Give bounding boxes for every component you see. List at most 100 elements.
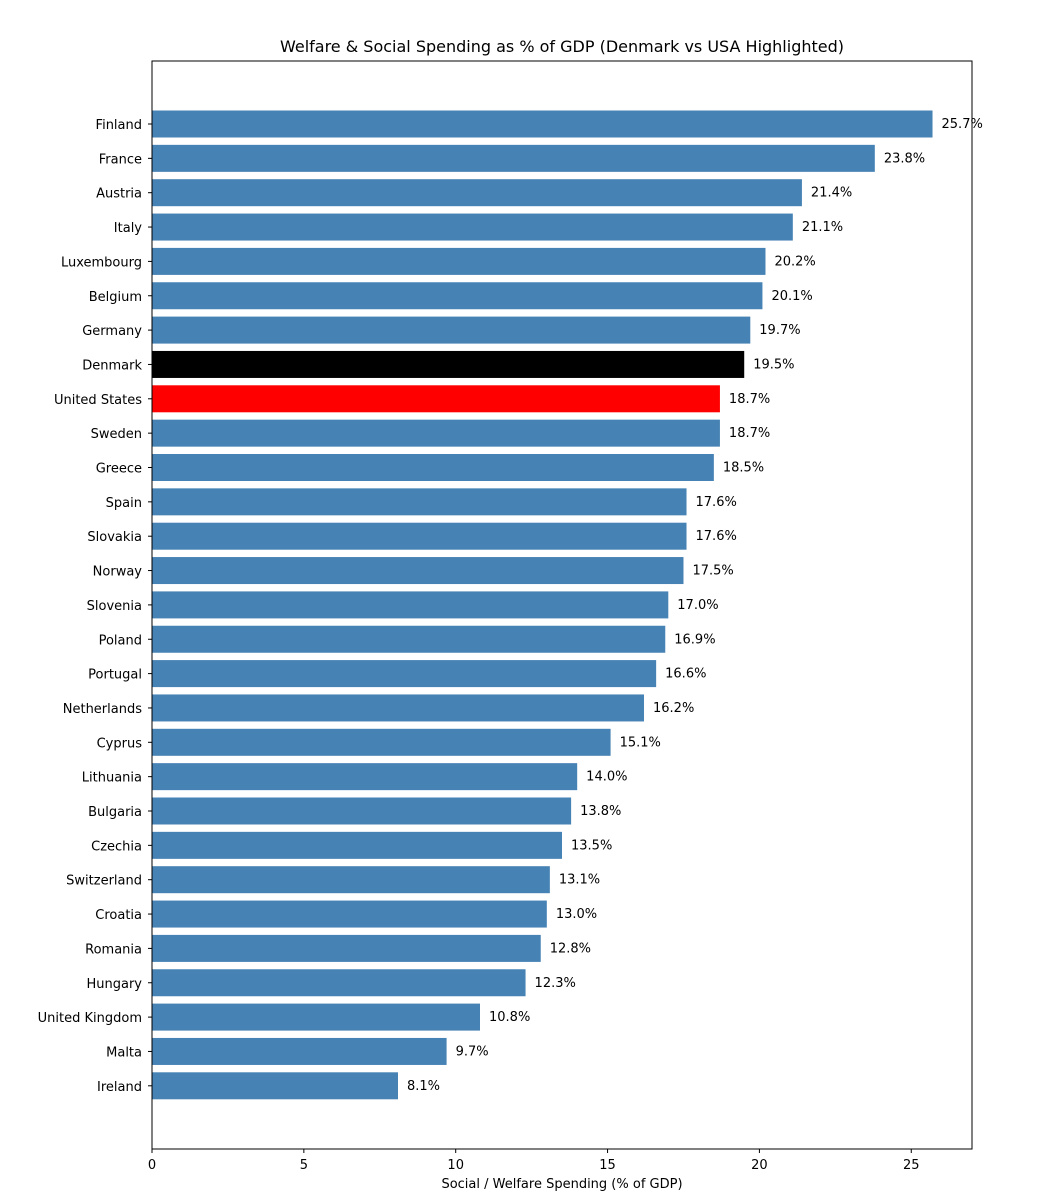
category-label-netherlands: Netherlands bbox=[63, 702, 142, 717]
bar-united-kingdom bbox=[152, 1003, 480, 1031]
bar-hungary bbox=[152, 969, 526, 997]
category-label-spain: Spain bbox=[106, 496, 142, 511]
value-label-portugal: 16.6% bbox=[665, 667, 706, 682]
category-label-switzerland: Switzerland bbox=[66, 874, 142, 889]
bar-lithuania bbox=[152, 763, 578, 791]
x-axis-ticks: 0 5 10 15 20 25 bbox=[148, 1149, 920, 1173]
x-axis-label: Social / Welfare Spending (% of GDP) bbox=[441, 1177, 682, 1192]
category-label-romania: Romania bbox=[85, 942, 142, 957]
value-label-hungary: 12.3% bbox=[535, 976, 576, 991]
category-label-bulgaria: Bulgaria bbox=[88, 805, 142, 820]
value-label-switzerland: 13.1% bbox=[559, 873, 600, 888]
category-label-czechia: Czechia bbox=[91, 839, 142, 854]
bar-poland bbox=[152, 625, 666, 653]
x-tick-label: 0 bbox=[148, 1158, 156, 1173]
value-label-cyprus: 15.1% bbox=[620, 735, 661, 750]
value-label-croatia: 13.0% bbox=[556, 907, 597, 922]
category-label-italy: Italy bbox=[114, 221, 143, 236]
category-label-cyprus: Cyprus bbox=[97, 736, 143, 751]
category-label-poland: Poland bbox=[99, 633, 142, 648]
category-label-lithuania: Lithuania bbox=[82, 771, 142, 786]
category-label-germany: Germany bbox=[82, 324, 142, 339]
bar-romania bbox=[152, 934, 541, 962]
bar-spain bbox=[152, 488, 687, 516]
bar-belgium bbox=[152, 282, 763, 310]
bar-france bbox=[152, 144, 875, 172]
bar-sweden bbox=[152, 419, 720, 447]
value-label-netherlands: 16.2% bbox=[653, 701, 694, 716]
chart-title: Welfare & Social Spending as % of GDP (D… bbox=[280, 37, 844, 56]
value-label-finland: 25.7% bbox=[942, 117, 983, 132]
x-tick-label: 20 bbox=[751, 1158, 768, 1173]
category-label-luxembourg: Luxembourg bbox=[61, 255, 142, 270]
bar-cyprus bbox=[152, 728, 611, 756]
bar-bulgaria bbox=[152, 797, 572, 825]
value-label-poland: 16.9% bbox=[674, 632, 715, 647]
category-label-united-kingdom: United Kingdom bbox=[38, 1011, 142, 1026]
category-label-greece: Greece bbox=[96, 462, 142, 477]
value-label-norway: 17.5% bbox=[692, 564, 733, 579]
bar-luxembourg bbox=[152, 247, 766, 275]
category-label-norway: Norway bbox=[93, 565, 143, 580]
bar-portugal bbox=[152, 660, 657, 688]
x-tick-label: 25 bbox=[903, 1158, 920, 1173]
value-labels: 25.7% 23.8% 21.4% 21.1% 20.2% 20.1% 19.7% 19.5%… bbox=[407, 117, 983, 1094]
value-label-denmark: 19.5% bbox=[753, 357, 794, 372]
value-label-united-kingdom: 10.8% bbox=[489, 1010, 530, 1025]
category-label-belgium: Belgium bbox=[89, 290, 142, 305]
category-label-united-states: United States bbox=[54, 393, 142, 408]
value-label-belgium: 20.1% bbox=[771, 289, 812, 304]
value-label-austria: 21.4% bbox=[811, 186, 852, 201]
bar-finland bbox=[152, 110, 933, 138]
x-tick-label: 5 bbox=[300, 1158, 308, 1173]
bar-czechia bbox=[152, 831, 562, 859]
value-label-czechia: 13.5% bbox=[571, 838, 612, 853]
bar-united-states bbox=[152, 385, 720, 413]
value-label-france: 23.8% bbox=[884, 151, 925, 166]
value-label-luxembourg: 20.2% bbox=[774, 254, 815, 269]
category-label-denmark: Denmark bbox=[82, 358, 142, 373]
category-label-hungary: Hungary bbox=[86, 977, 142, 992]
x-tick-label: 15 bbox=[599, 1158, 616, 1173]
value-label-germany: 19.7% bbox=[759, 323, 800, 338]
bar-greece bbox=[152, 454, 714, 481]
value-label-lithuania: 14.0% bbox=[586, 770, 627, 785]
value-label-ireland: 8.1% bbox=[407, 1079, 440, 1094]
category-label-sweden: Sweden bbox=[91, 427, 142, 442]
category-label-slovakia: Slovakia bbox=[87, 530, 142, 545]
value-label-sweden: 18.7% bbox=[729, 426, 770, 441]
bar-netherlands bbox=[152, 694, 644, 722]
category-label-slovenia: Slovenia bbox=[87, 599, 142, 614]
value-label-romania: 12.8% bbox=[550, 941, 591, 956]
bar-norway bbox=[152, 557, 684, 585]
x-tick-label: 10 bbox=[447, 1158, 464, 1173]
value-label-bulgaria: 13.8% bbox=[580, 804, 621, 819]
bar-slovakia bbox=[152, 522, 687, 550]
bar-austria bbox=[152, 179, 802, 207]
bar-germany bbox=[152, 316, 751, 344]
plot-frame bbox=[151, 60, 973, 1150]
bars-group bbox=[152, 110, 933, 1100]
category-label-ireland: Ireland bbox=[97, 1080, 142, 1095]
category-label-france: France bbox=[99, 152, 142, 167]
category-label-austria: Austria bbox=[96, 187, 142, 202]
value-label-malta: 9.7% bbox=[456, 1044, 489, 1059]
bar-italy bbox=[152, 213, 793, 241]
bar-denmark bbox=[152, 350, 745, 378]
bar-malta bbox=[152, 1037, 447, 1065]
bar-slovenia bbox=[152, 591, 669, 619]
value-label-united-states: 18.7% bbox=[729, 392, 770, 407]
category-label-croatia: Croatia bbox=[95, 908, 142, 923]
category-label-malta: Malta bbox=[106, 1045, 142, 1060]
value-label-slovakia: 17.6% bbox=[696, 529, 737, 544]
value-label-italy: 21.1% bbox=[802, 220, 843, 235]
bar-croatia bbox=[152, 900, 547, 928]
bar-switzerland bbox=[152, 866, 550, 894]
bar-ireland bbox=[152, 1072, 398, 1100]
category-label-finland: Finland bbox=[96, 118, 142, 133]
value-label-slovenia: 17.0% bbox=[677, 598, 718, 613]
category-label-portugal: Portugal bbox=[88, 668, 142, 683]
category-labels: Finland France Austria Italy Luxembourg Belgi… bbox=[38, 118, 152, 1095]
value-label-spain: 17.6% bbox=[696, 495, 737, 510]
